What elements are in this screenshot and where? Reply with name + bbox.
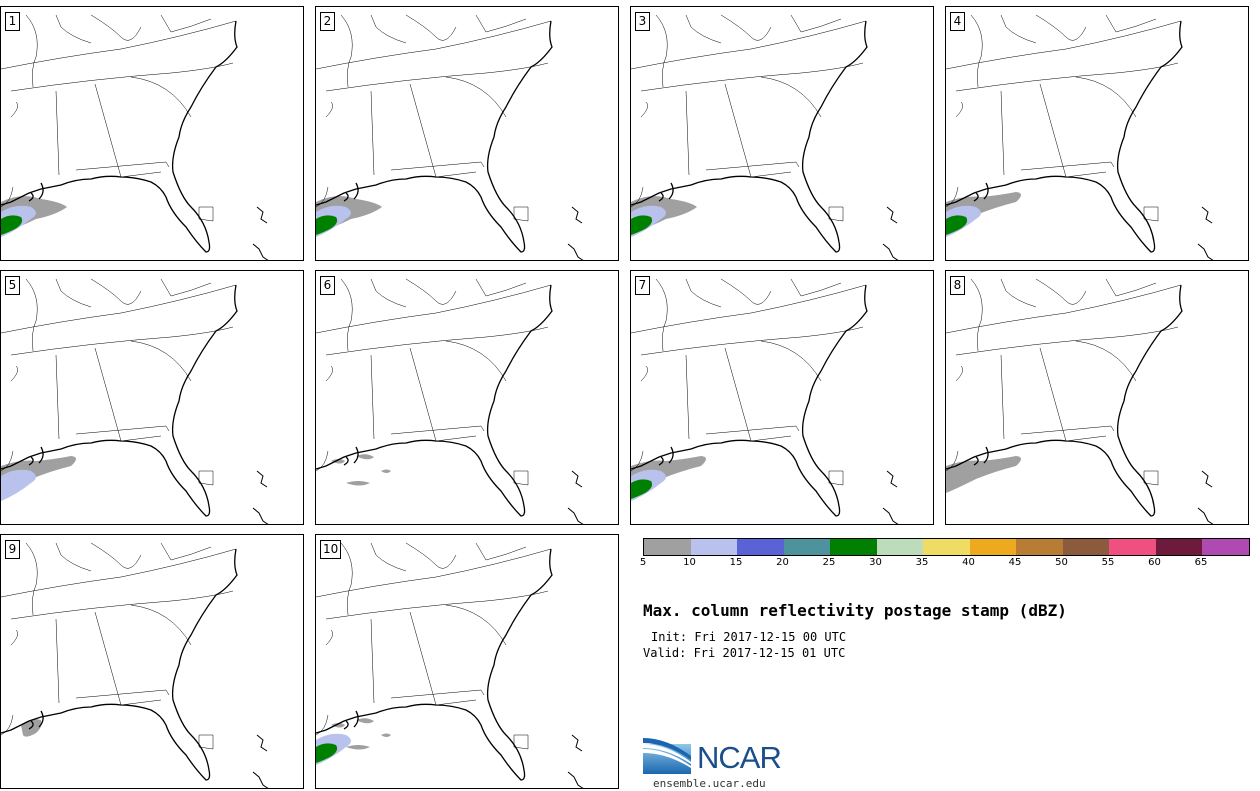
colorbar-tick-label: 35 bbox=[915, 557, 929, 568]
southeast-us-map bbox=[946, 14, 1214, 260]
ensemble-member-label: 2 bbox=[320, 12, 335, 31]
map-panel: 9 bbox=[0, 534, 304, 789]
colorbar-segment bbox=[690, 539, 737, 555]
ensemble-member-label: 7 bbox=[635, 276, 650, 295]
colorbar-segment bbox=[876, 539, 923, 555]
colorbar-segment bbox=[923, 539, 970, 555]
colorbar-segment bbox=[1109, 539, 1156, 555]
colorbar-tick-label: 15 bbox=[729, 557, 743, 568]
ensemble-member-label: 10 bbox=[320, 540, 342, 559]
colorbar-segment bbox=[1062, 539, 1109, 555]
colorbar-tick-label: 55 bbox=[1101, 557, 1115, 568]
map-panel: 7 bbox=[630, 270, 934, 525]
colorbar-segment bbox=[830, 539, 877, 555]
ensemble-member-label: 9 bbox=[5, 540, 20, 559]
southeast-us-map bbox=[631, 14, 899, 260]
southeast-us-map bbox=[1, 542, 269, 788]
colorbar-tick-label: 25 bbox=[822, 557, 836, 568]
colorbar-tick-label: 30 bbox=[869, 557, 882, 568]
southeast-us-map bbox=[316, 542, 584, 788]
init-time: Init: Fri 2017-12-15 00 UTC bbox=[651, 630, 847, 644]
ensemble-member-label: 8 bbox=[950, 276, 965, 295]
ncar-url: ensemble.ucar.edu bbox=[653, 777, 766, 790]
map-panel: 5 bbox=[0, 270, 304, 525]
colorbar-segment bbox=[644, 539, 691, 555]
southeast-us-map bbox=[1, 278, 269, 524]
colorbar-tick-label: 60 bbox=[1148, 557, 1161, 568]
colorbar-tick-label: 5 bbox=[639, 557, 647, 568]
southeast-us-map bbox=[316, 278, 584, 524]
map-panel: 6 bbox=[315, 270, 619, 525]
southeast-us-map bbox=[316, 14, 584, 260]
map-panel: 1 bbox=[0, 6, 304, 261]
southeast-us-map bbox=[631, 278, 899, 524]
ensemble-member-label: 1 bbox=[5, 12, 20, 31]
ensemble-member-label: 3 bbox=[635, 12, 650, 31]
colorbar-segment bbox=[969, 539, 1016, 555]
map-panel: 8 bbox=[945, 270, 1249, 525]
colorbar-segment bbox=[783, 539, 830, 555]
colorbar-segment bbox=[737, 539, 784, 555]
map-panel: 2 bbox=[315, 6, 619, 261]
colorbar-tick-label: 45 bbox=[1008, 557, 1022, 568]
colorbar-segment bbox=[1155, 539, 1202, 555]
map-panel: 10 bbox=[315, 534, 619, 789]
valid-time: Valid: Fri 2017-12-15 01 UTC bbox=[643, 646, 846, 660]
ensemble-member-label: 6 bbox=[320, 276, 335, 295]
colorbar-segment bbox=[1202, 539, 1249, 555]
southeast-us-map bbox=[1, 14, 269, 260]
figure-title: Max. column reflectivity postage stamp (… bbox=[643, 601, 1067, 620]
colorbar-labels: 5 10 15 20 25 30 35 40 45 50 55 60 65 bbox=[639, 557, 1247, 571]
ensemble-member-label: 4 bbox=[950, 12, 965, 31]
southeast-us-map bbox=[946, 278, 1214, 524]
map-panel: 4 bbox=[945, 6, 1249, 261]
colorbar-tick-label: 10 bbox=[683, 557, 696, 568]
reflectivity-colorbar bbox=[643, 538, 1250, 556]
colorbar-segment bbox=[1016, 539, 1063, 555]
ncar-logo-text: NCAR bbox=[697, 740, 782, 775]
ncar-logo-icon bbox=[643, 738, 691, 774]
colorbar-tick-label: 40 bbox=[962, 557, 975, 568]
colorbar-tick-label: 50 bbox=[1055, 557, 1068, 568]
ensemble-member-label: 5 bbox=[5, 276, 20, 295]
colorbar-tick-label: 20 bbox=[776, 557, 789, 568]
colorbar-tick-label: 65 bbox=[1194, 557, 1208, 568]
map-panel: 3 bbox=[630, 6, 934, 261]
